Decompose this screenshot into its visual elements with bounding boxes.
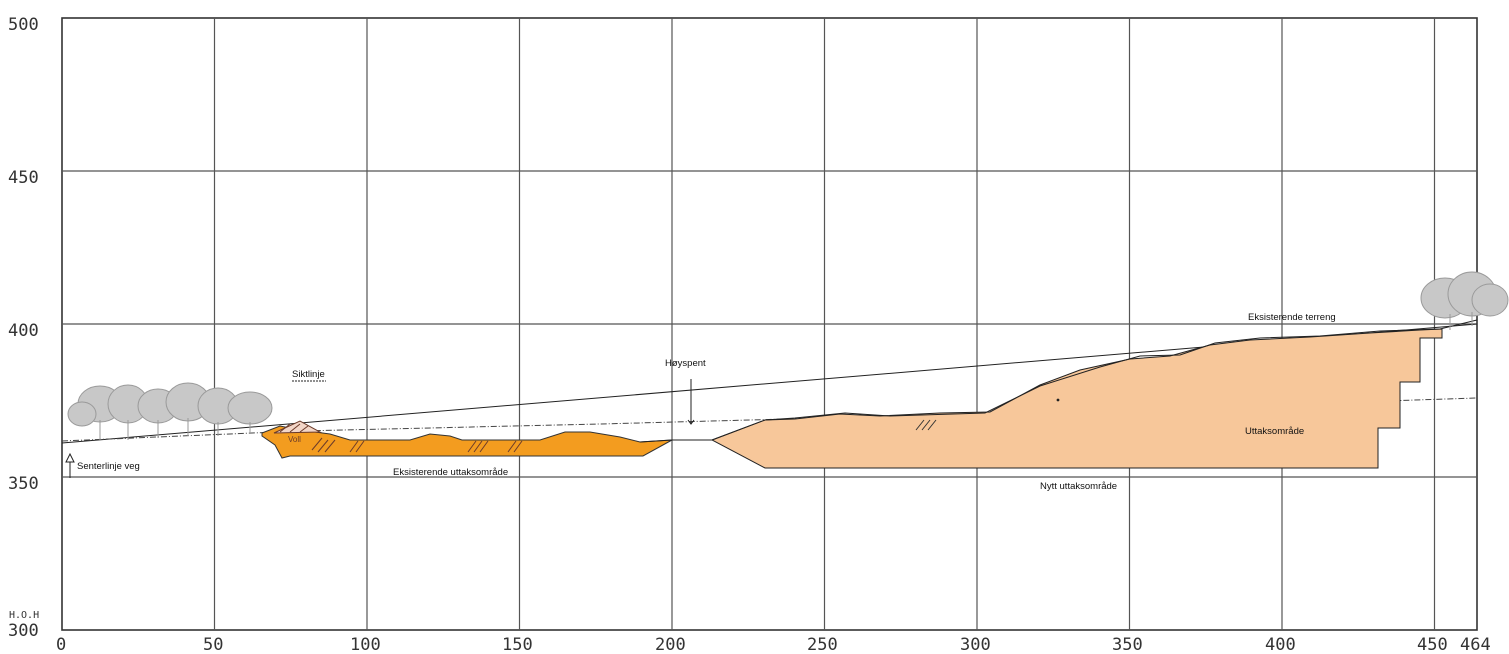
power-line-label: Høyspent [665,358,706,369]
existing-extraction-area [261,425,673,459]
y-tick-500: 500 [8,15,39,35]
tree-trunks-left [99,418,251,440]
x-tick-400: 400 [1265,635,1296,654]
centerline-arrow-icon [65,452,75,463]
sightline-label: Siktlinje [292,369,325,380]
wall-label: Voll [288,435,301,444]
x-tick-464: 464 [1460,635,1491,654]
y-tick-300: 300 [8,621,39,641]
new-extraction-area [710,328,1443,469]
horizontal-gridlines [62,170,1477,478]
trees-left [67,382,273,427]
extraction-area-label: Uttaksområde [1245,426,1304,437]
wall-hatching [279,423,523,453]
existing-extraction-label: Eksisterende uttaksområde [393,467,508,478]
x-tick-100: 100 [350,635,381,654]
existing-terrain-line [711,319,1478,441]
x-tick-0: 0 [56,635,66,654]
y-tick-400: 400 [8,321,39,341]
y-unit-hoh: H.O.H [9,610,39,621]
terrain-connector [639,439,712,443]
x-tick-150: 150 [502,635,533,654]
x-tick-350: 350 [1112,635,1143,654]
new-extraction-label: Nytt uttaksområde [1040,481,1117,492]
trees-right [1420,271,1509,319]
road-level-line [61,397,1478,442]
survey-point [1056,398,1060,402]
y-tick-350: 350 [8,474,39,494]
y-tick-450: 450 [8,168,39,188]
y-axis-labels: 500 450 400 350 H.O.H 300 [8,15,39,641]
centerline-label: Senterlinje veg [77,461,140,472]
tree-trunks-right [1449,312,1473,330]
x-tick-200: 200 [655,635,686,654]
x-tick-250: 250 [807,635,838,654]
power-line-arrow [687,419,695,425]
x-axis-labels: 0 50 100 150 200 250 300 350 400 450 464 [56,635,1491,654]
existing-terrain-label: Eksisterende terreng [1248,312,1336,323]
slope-hatching [915,419,937,431]
x-tick-300: 300 [960,635,991,654]
x-tick-450: 450 [1417,635,1448,654]
x-tick-50: 50 [203,635,223,654]
